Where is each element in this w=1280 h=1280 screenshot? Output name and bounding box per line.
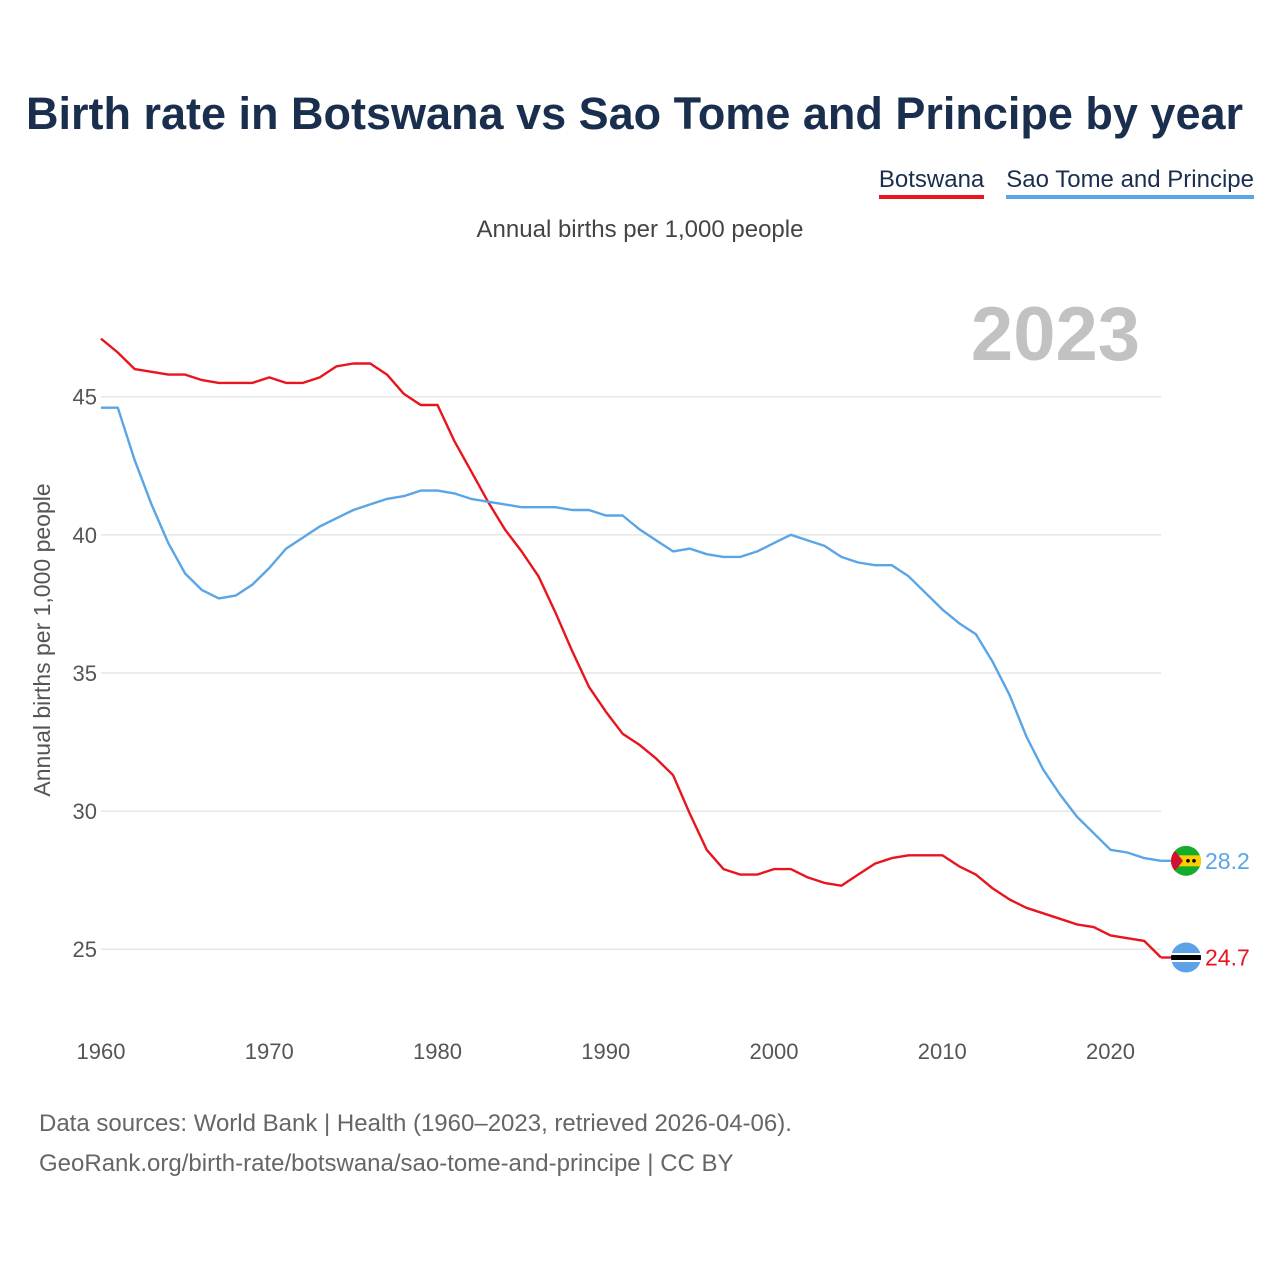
footer: Data sources: World Bank | Health (1960–… [39,1104,792,1184]
legend-item-sao-tome-and-principe[interactable]: Sao Tome and Principe [1006,166,1254,199]
chart-title: Birth rate in Botswana vs Sao Tome and P… [26,88,1244,139]
x-tick-label: 1990 [581,1039,630,1064]
y-tick-label: 40 [73,523,97,548]
legend: Botswana Sao Tome and Principe [878,166,1254,199]
footer-sources: Data sources: World Bank | Health (1960–… [39,1110,792,1137]
y-tick-label: 45 [73,385,97,410]
end-markers: 24.7 28.2 [1161,845,1250,973]
y-axis-label: Annual births per 1,000 people [29,483,55,796]
y-tick-label: 25 [73,937,97,962]
grid-lines [101,395,1161,950]
y-tick-label: 30 [73,799,97,824]
x-tick-label: 1980 [413,1039,462,1064]
x-tick-label: 1970 [245,1039,294,1064]
x-tick-label: 2000 [750,1039,799,1064]
end-value-label-botswana: 24.7 [1205,945,1250,971]
end-value-label-sao-tome-and-principe: 28.2 [1205,848,1250,874]
series-line-botswana[interactable] [100,337,1162,959]
x-tick-label: 2010 [918,1039,967,1064]
legend-item-botswana[interactable]: Botswana [878,166,985,199]
axes: 25 30 35 40 45 1960 1970 1980 1990 2000 2010 2020 [73,385,1135,1064]
year-watermark: 2023 [971,292,1140,377]
x-tick-label: 2020 [1086,1039,1135,1064]
chart-subtitle: Annual births per 1,000 people [476,216,804,243]
footer-link[interactable]: GeoRank.org/birth-rate/botswana/sao-tome… [39,1150,734,1177]
x-tick-label: 1960 [77,1039,126,1064]
series-line-sao-tome-and-principe[interactable] [101,406,1162,862]
series-lines [100,337,1162,959]
sao-tome-flag-icon [1171,845,1201,876]
y-tick-label: 35 [73,661,97,686]
botswana-flag-icon [1171,942,1201,973]
